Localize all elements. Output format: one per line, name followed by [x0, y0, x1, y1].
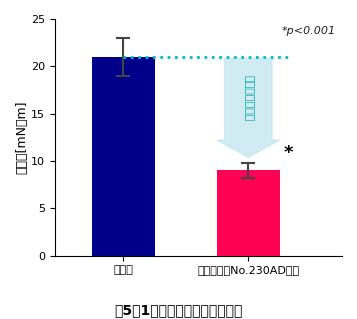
Text: パラパラ感向上: パラパラ感向上 [243, 75, 253, 122]
Bar [92, 57, 155, 256]
Text: 図5　1周目トルク平均値の比較: 図5 1周目トルク平均値の比較 [114, 303, 243, 317]
Y-axis label: トルク[mN・m]: トルク[mN・m] [15, 100, 28, 174]
FancyArrow shape [217, 59, 280, 157]
Text: *p<0.001: *p<0.001 [282, 26, 336, 36]
Bar [217, 170, 280, 256]
Text: *: * [283, 144, 293, 162]
